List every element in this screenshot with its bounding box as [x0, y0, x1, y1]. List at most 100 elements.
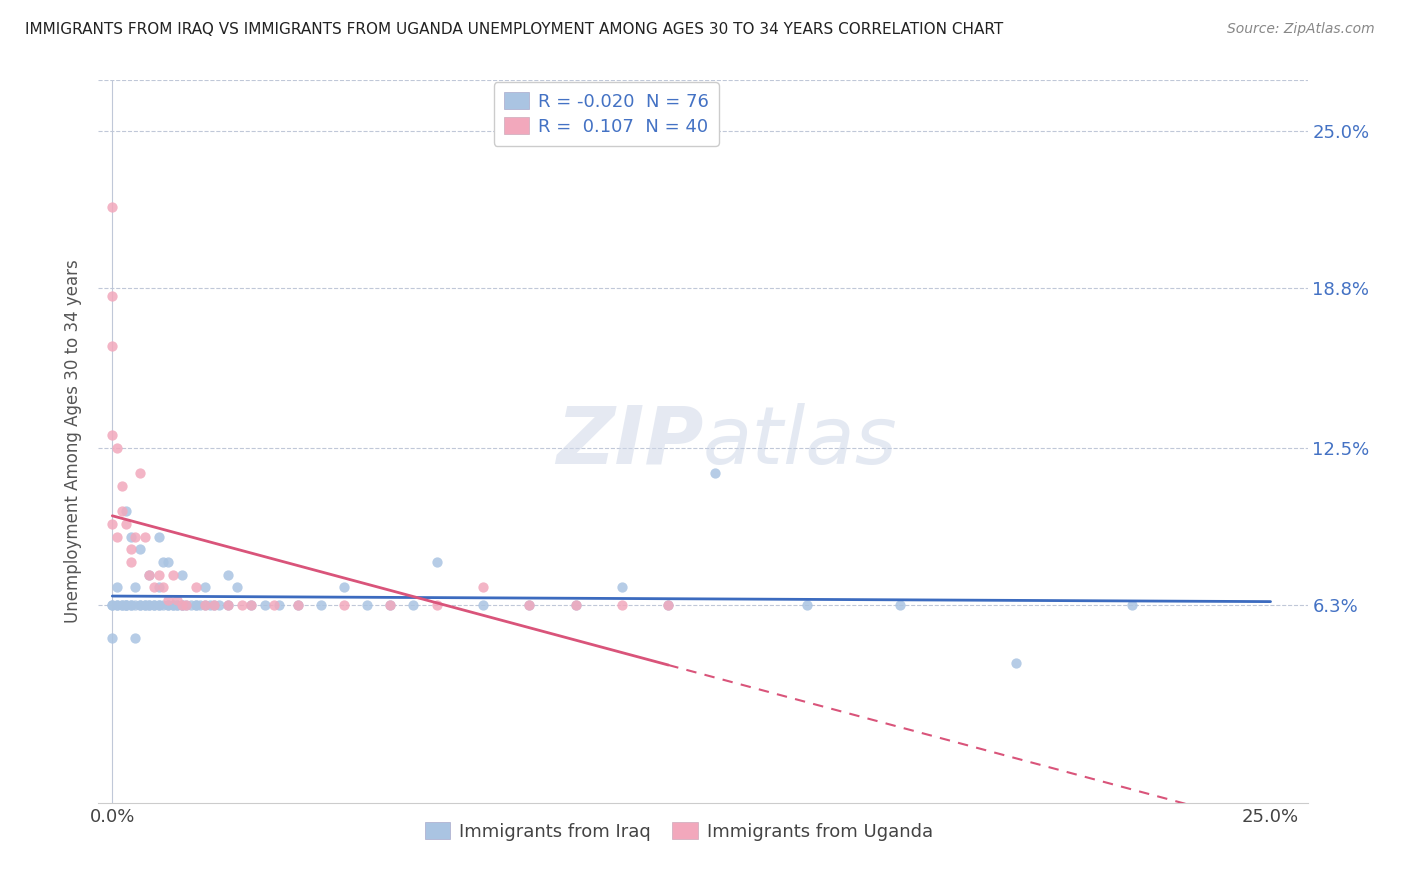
- Point: [156, 598, 179, 612]
- Point: [134, 598, 156, 612]
- Point: [124, 631, 146, 645]
- Point: [124, 580, 146, 594]
- Point: [166, 593, 188, 607]
- Point: [180, 598, 202, 612]
- Point: [120, 598, 142, 612]
- Point: [184, 598, 207, 612]
- Point: [110, 479, 132, 493]
- Point: [176, 598, 198, 612]
- Point: [138, 567, 160, 582]
- Point: [129, 467, 152, 481]
- Point: [148, 598, 170, 612]
- Point: [105, 580, 128, 594]
- Text: IMMIGRANTS FROM IRAQ VS IMMIGRANTS FROM UGANDA UNEMPLOYMENT AMONG AGES 30 TO 34 : IMMIGRANTS FROM IRAQ VS IMMIGRANTS FROM …: [25, 22, 1004, 37]
- Point: [217, 567, 239, 582]
- Point: [202, 598, 225, 612]
- Point: [115, 598, 138, 612]
- Point: [471, 580, 494, 594]
- Point: [148, 567, 170, 582]
- Point: [426, 598, 449, 612]
- Point: [120, 598, 142, 612]
- Point: [134, 530, 156, 544]
- Point: [194, 598, 217, 612]
- Point: [240, 598, 263, 612]
- Point: [610, 598, 633, 612]
- Point: [889, 598, 911, 612]
- Point: [110, 598, 132, 612]
- Point: [1004, 657, 1026, 671]
- Point: [269, 598, 291, 612]
- Point: [657, 598, 679, 612]
- Point: [101, 598, 124, 612]
- Point: [309, 598, 332, 612]
- Point: [184, 598, 207, 612]
- Point: [184, 580, 207, 594]
- Point: [143, 598, 166, 612]
- Point: [105, 598, 128, 612]
- Point: [115, 598, 138, 612]
- Point: [101, 516, 124, 531]
- Point: [517, 598, 540, 612]
- Point: [176, 598, 198, 612]
- Point: [380, 598, 402, 612]
- Point: [101, 631, 124, 645]
- Point: [138, 567, 160, 582]
- Point: [129, 598, 152, 612]
- Point: [166, 598, 188, 612]
- Point: [333, 580, 356, 594]
- Point: [105, 598, 128, 612]
- Text: Source: ZipAtlas.com: Source: ZipAtlas.com: [1227, 22, 1375, 37]
- Point: [120, 542, 142, 557]
- Point: [564, 598, 586, 612]
- Point: [105, 441, 128, 455]
- Point: [287, 598, 309, 612]
- Point: [101, 200, 124, 214]
- Point: [426, 555, 449, 569]
- Point: [138, 598, 160, 612]
- Point: [333, 598, 356, 612]
- Point: [287, 598, 309, 612]
- Point: [380, 598, 402, 612]
- Point: [162, 567, 184, 582]
- Point: [129, 598, 152, 612]
- Point: [356, 598, 378, 612]
- Point: [156, 598, 179, 612]
- Point: [564, 598, 586, 612]
- Point: [120, 555, 142, 569]
- Point: [208, 598, 231, 612]
- Point: [120, 530, 142, 544]
- Point: [217, 598, 239, 612]
- Point: [162, 598, 184, 612]
- Point: [162, 598, 184, 612]
- Point: [156, 593, 179, 607]
- Point: [217, 598, 239, 612]
- Point: [254, 598, 277, 612]
- Point: [148, 580, 170, 594]
- Point: [129, 542, 152, 557]
- Point: [170, 598, 193, 612]
- Point: [1121, 598, 1143, 612]
- Point: [101, 289, 124, 303]
- Point: [143, 598, 166, 612]
- Point: [152, 598, 174, 612]
- Point: [115, 598, 138, 612]
- Point: [170, 598, 193, 612]
- Text: atlas: atlas: [703, 402, 898, 481]
- Point: [198, 598, 221, 612]
- Point: [194, 580, 217, 594]
- Point: [101, 339, 124, 353]
- Point: [124, 530, 146, 544]
- Point: [143, 580, 166, 594]
- Point: [110, 598, 132, 612]
- Point: [170, 598, 193, 612]
- Legend: Immigrants from Iraq, Immigrants from Uganda: Immigrants from Iraq, Immigrants from Ug…: [418, 814, 941, 848]
- Point: [138, 598, 160, 612]
- Point: [170, 567, 193, 582]
- Point: [115, 516, 138, 531]
- Point: [703, 467, 725, 481]
- Point: [226, 580, 249, 594]
- Point: [657, 598, 679, 612]
- Point: [517, 598, 540, 612]
- Point: [152, 555, 174, 569]
- Point: [115, 504, 138, 518]
